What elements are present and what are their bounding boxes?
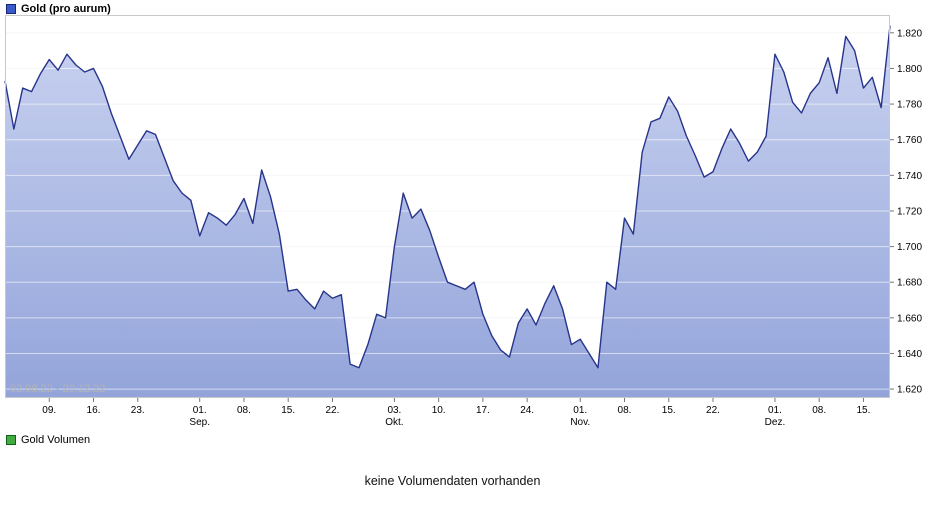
volume-empty-message: keine Volumendaten vorhanden [364, 474, 541, 488]
svg-text:1.720: 1.720 [897, 206, 922, 217]
svg-text:15.: 15. [856, 405, 870, 416]
gold-price-chart: 1.620 1.640 1.660 1.680 1.700 1.720 1.740 1.760… [4, 15, 922, 428]
svg-text:1.800: 1.800 [897, 64, 922, 75]
svg-text:1.740: 1.740 [897, 171, 922, 182]
svg-text:09.: 09. [42, 405, 56, 416]
svg-text:01.: 01. [193, 405, 207, 416]
volume-legend: Gold Volumen [6, 434, 90, 446]
svg-text:1.680: 1.680 [897, 278, 922, 289]
svg-text:15.: 15. [281, 405, 295, 416]
svg-text:01.: 01. [768, 405, 782, 416]
svg-text:16.: 16. [87, 405, 101, 416]
svg-text:1.700: 1.700 [897, 242, 922, 253]
svg-text:01.: 01. [573, 405, 587, 416]
gold-legend-marker-icon [6, 4, 16, 14]
svg-text:22.: 22. [706, 405, 720, 416]
svg-text:Nov.: Nov. [570, 417, 590, 428]
price-legend-label: Gold (pro aurum) [21, 3, 111, 15]
volume-legend-marker-icon [6, 435, 16, 445]
svg-text:Sep.: Sep. [189, 417, 210, 428]
svg-text:Okt.: Okt. [385, 417, 403, 428]
svg-text:1.660: 1.660 [897, 313, 922, 324]
svg-text:08.: 08. [618, 405, 632, 416]
svg-text:15.: 15. [662, 405, 676, 416]
svg-text:1.820: 1.820 [897, 28, 922, 39]
svg-text:08.: 08. [237, 405, 251, 416]
svg-text:1.620: 1.620 [897, 385, 922, 396]
svg-text:10.: 10. [432, 405, 446, 416]
svg-text:1.640: 1.640 [897, 349, 922, 360]
svg-text:24.: 24. [520, 405, 534, 416]
svg-text:1.760: 1.760 [897, 135, 922, 146]
svg-text:02.08.22 - 20.12.22: 02.08.22 - 20.12.22 [10, 383, 105, 395]
svg-text:08.: 08. [812, 405, 826, 416]
volume-legend-label: Gold Volumen [21, 434, 91, 446]
svg-text:03.: 03. [387, 405, 401, 416]
svg-text:22.: 22. [325, 405, 339, 416]
svg-text:17.: 17. [476, 405, 490, 416]
price-legend: Gold (pro aurum) [6, 3, 111, 15]
svg-text:23.: 23. [131, 405, 145, 416]
svg-text:1.780: 1.780 [897, 100, 922, 111]
svg-text:Dez.: Dez. [765, 417, 786, 428]
